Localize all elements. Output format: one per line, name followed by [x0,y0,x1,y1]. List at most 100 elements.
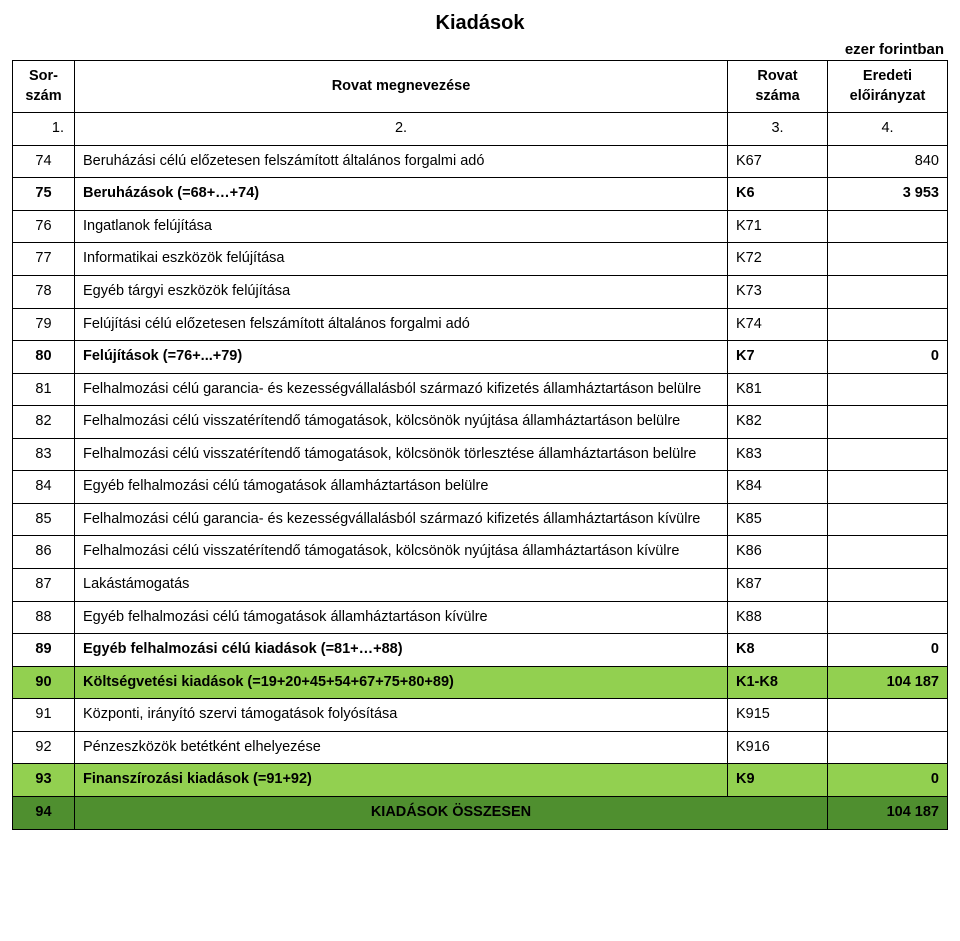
row-value [828,536,948,569]
total-name: KIADÁSOK ÖSSZESEN [75,796,828,829]
row-code: K87 [728,569,828,602]
row-value: 0 [828,764,948,797]
row-name: Lakástámogatás [75,569,728,602]
table-row: 90Költségvetési kiadások (=19+20+45+54+6… [13,666,948,699]
table-row: 89Egyéb felhalmozási célú kiadások (=81+… [13,634,948,667]
row-name: Felújítási célú előzetesen felszámított … [75,308,728,341]
table-row: 76Ingatlanok felújításaK71 [13,210,948,243]
row-value [828,243,948,276]
colnum-4: 4. [828,113,948,146]
budget-table: Sor-szám Rovat megnevezése Rovat száma E… [12,60,948,830]
header-sorszam: Sor-szám [13,61,75,113]
row-code: K84 [728,471,828,504]
row-value [828,601,948,634]
table-body: 74Beruházási célú előzetesen felszámítot… [13,145,948,829]
table-row: 93Finanszírozási kiadások (=91+92)K90 [13,764,948,797]
row-number: 86 [13,536,75,569]
row-code: K74 [728,308,828,341]
row-name: Felhalmozási célú visszatérítendő támoga… [75,406,728,439]
row-value [828,699,948,732]
row-name: Informatikai eszközök felújítása [75,243,728,276]
unit-label: ezer forintban [12,41,948,58]
row-value [828,569,948,602]
row-value [828,438,948,471]
row-name: Költségvetési kiadások (=19+20+45+54+67+… [75,666,728,699]
row-value [828,275,948,308]
table-row: 78Egyéb tárgyi eszközök felújításaK73 [13,275,948,308]
colnum-3: 3. [728,113,828,146]
header-megnevezes: Rovat megnevezése [75,61,728,113]
row-code: K83 [728,438,828,471]
column-number-row: 1. 2. 3. 4. [13,113,948,146]
row-code: K85 [728,503,828,536]
row-code: K71 [728,210,828,243]
row-number: 83 [13,438,75,471]
row-name: Felhalmozási célú garancia- és kezességv… [75,373,728,406]
table-row: 81Felhalmozási célú garancia- és kezessé… [13,373,948,406]
header-eloiranyzat: Eredeti előirányzat [828,61,948,113]
row-number: 76 [13,210,75,243]
row-code: K88 [728,601,828,634]
row-number: 81 [13,373,75,406]
row-code: K7 [728,341,828,374]
total-value: 104 187 [828,796,948,829]
row-code: K82 [728,406,828,439]
table-row: 79Felújítási célú előzetesen felszámítot… [13,308,948,341]
row-name: Felújítások (=76+...+79) [75,341,728,374]
row-number: 80 [13,341,75,374]
row-number: 89 [13,634,75,667]
table-row: 82Felhalmozási célú visszatérítendő támo… [13,406,948,439]
row-value [828,210,948,243]
row-number: 74 [13,145,75,178]
row-value: 3 953 [828,178,948,211]
table-row: 77Informatikai eszközök felújításaK72 [13,243,948,276]
colnum-2: 2. [75,113,728,146]
header-row: Sor-szám Rovat megnevezése Rovat száma E… [13,61,948,113]
row-number: 90 [13,666,75,699]
table-row: 80Felújítások (=76+...+79)K70 [13,341,948,374]
row-number: 82 [13,406,75,439]
total-row: 94KIADÁSOK ÖSSZESEN104 187 [13,796,948,829]
row-name: Egyéb felhalmozási célú támogatások álla… [75,601,728,634]
row-value [828,406,948,439]
row-number: 77 [13,243,75,276]
total-number: 94 [13,796,75,829]
row-value [828,731,948,764]
row-value: 0 [828,634,948,667]
row-number: 88 [13,601,75,634]
row-code: K86 [728,536,828,569]
row-value: 840 [828,145,948,178]
table-row: 74Beruházási célú előzetesen felszámítot… [13,145,948,178]
page-title: Kiadások [12,12,948,35]
row-name: Ingatlanok felújítása [75,210,728,243]
table-row: 86Felhalmozási célú visszatérítendő támo… [13,536,948,569]
row-code: K72 [728,243,828,276]
row-code: K81 [728,373,828,406]
table-row: 85Felhalmozási célú garancia- és kezessé… [13,503,948,536]
row-code: K6 [728,178,828,211]
row-name: Beruházási célú előzetesen felszámított … [75,145,728,178]
table-row: 88Egyéb felhalmozási célú támogatások ál… [13,601,948,634]
row-name: Beruházások (=68+…+74) [75,178,728,211]
row-code: K916 [728,731,828,764]
row-value: 0 [828,341,948,374]
row-name: Pénzeszközök betétként elhelyezése [75,731,728,764]
table-row: 84Egyéb felhalmozási célú támogatások ál… [13,471,948,504]
row-code: K67 [728,145,828,178]
row-name: Felhalmozási célú garancia- és kezességv… [75,503,728,536]
table-row: 92Pénzeszközök betétként elhelyezéseK916 [13,731,948,764]
row-name: Egyéb tárgyi eszközök felújítása [75,275,728,308]
row-code: K915 [728,699,828,732]
row-code: K1-K8 [728,666,828,699]
row-value [828,308,948,341]
row-name: Felhalmozási célú visszatérítendő támoga… [75,536,728,569]
row-number: 92 [13,731,75,764]
row-number: 85 [13,503,75,536]
row-name: Egyéb felhalmozási célú támogatások álla… [75,471,728,504]
row-value [828,503,948,536]
row-name: Felhalmozási célú visszatérítendő támoga… [75,438,728,471]
colnum-1: 1. [13,113,75,146]
row-number: 93 [13,764,75,797]
header-rovatszam: Rovat száma [728,61,828,113]
row-name: Központi, irányító szervi támogatások fo… [75,699,728,732]
